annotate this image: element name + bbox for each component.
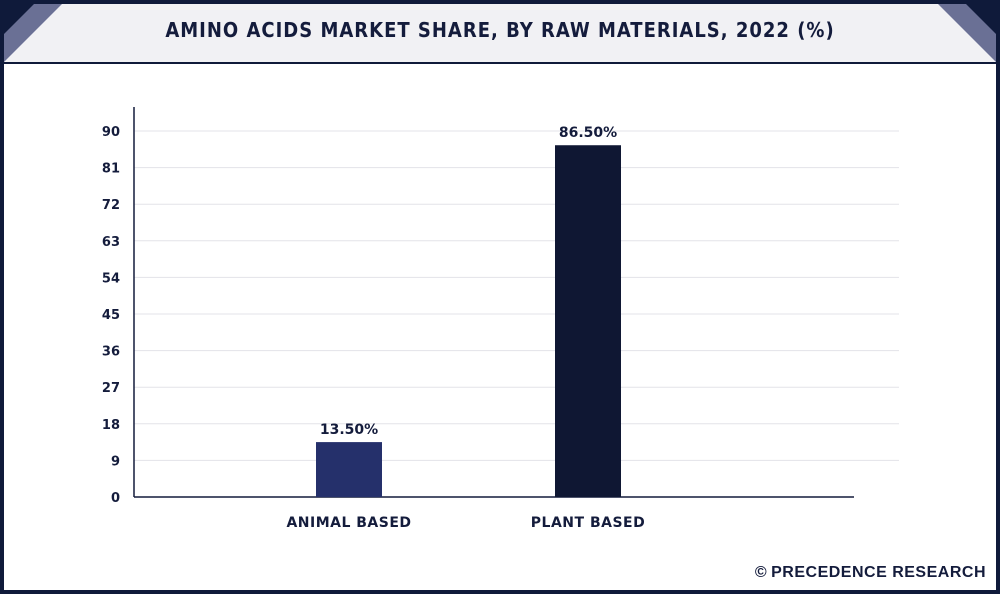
data-label: 13.50% xyxy=(320,422,378,438)
x-tick-label: PLANT BASED xyxy=(531,515,645,531)
y-tick-label: 90 xyxy=(102,125,120,140)
corner-decoration-left xyxy=(4,4,62,62)
bar xyxy=(316,442,382,497)
y-tick-label: 18 xyxy=(102,418,120,433)
title-bar: AMINO ACIDS MARKET SHARE, BY RAW MATERIA… xyxy=(4,4,996,64)
chart-title: AMINO ACIDS MARKET SHARE, BY RAW MATERIA… xyxy=(165,18,835,42)
bar xyxy=(555,145,621,497)
y-tick-label: 27 xyxy=(102,381,120,396)
watermark-text: PRECEDENCE RESEARCH xyxy=(771,564,986,581)
y-tick-label: 81 xyxy=(102,162,120,177)
y-tick-label: 63 xyxy=(102,235,120,250)
y-tick-label: 9 xyxy=(111,454,120,469)
y-tick-label: 36 xyxy=(102,345,120,360)
chart-frame: AMINO ACIDS MARKET SHARE, BY RAW MATERIA… xyxy=(4,4,996,590)
copyright-icon: © xyxy=(754,564,768,581)
x-tick-label: ANIMAL BASED xyxy=(286,515,411,531)
y-tick-label: 0 xyxy=(111,491,120,506)
data-label: 86.50% xyxy=(559,125,617,141)
bar-chart: 0 9 18 27 36 45 54 63 72 81 90 13.50% ANIMAL BASED 86… xyxy=(102,107,899,531)
y-tick-label: 45 xyxy=(102,308,120,323)
corner-decoration-right xyxy=(938,4,996,62)
y-tick-label: 54 xyxy=(102,271,120,286)
watermark: © PRECEDENCE RESEARCH xyxy=(755,564,986,582)
y-tick-label: 72 xyxy=(102,198,120,213)
